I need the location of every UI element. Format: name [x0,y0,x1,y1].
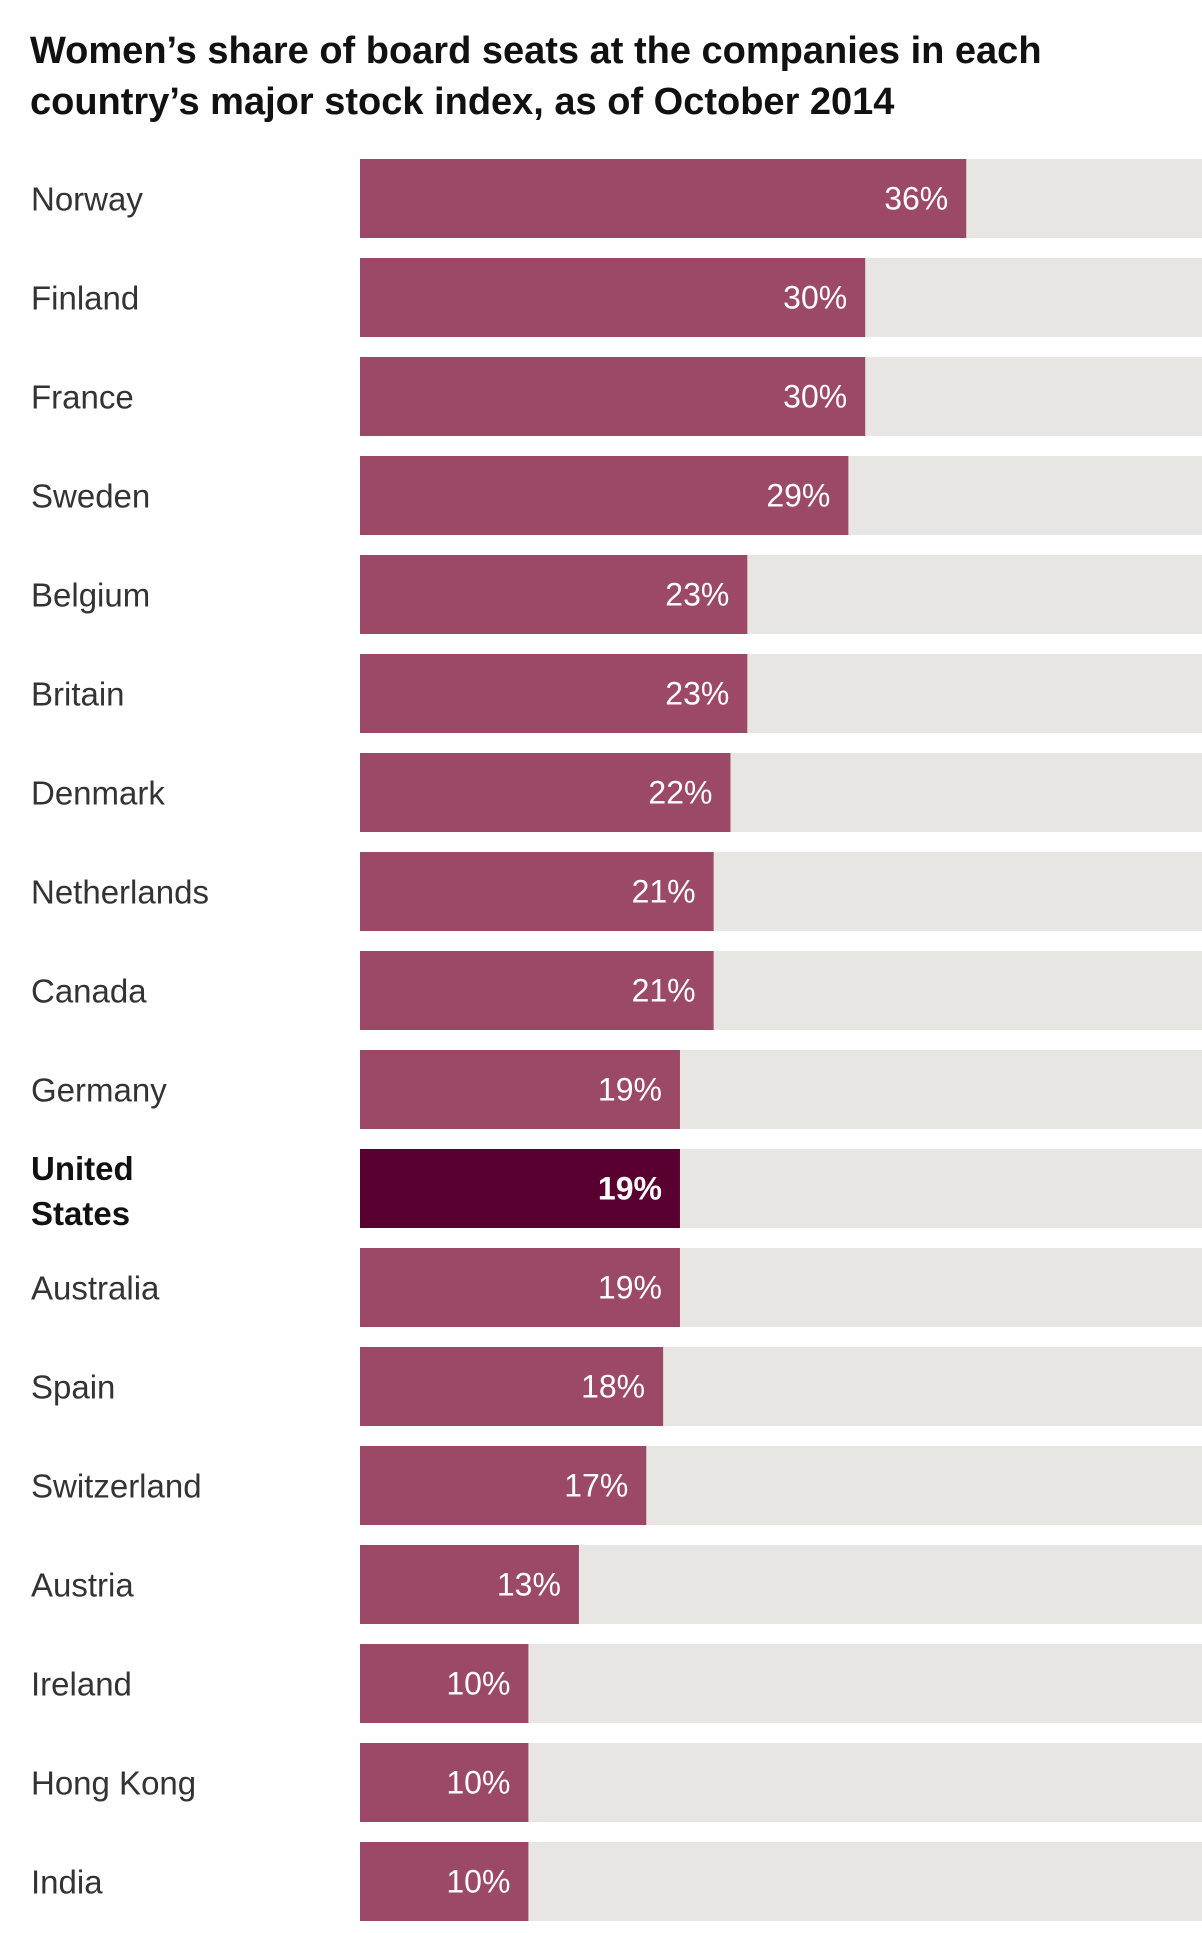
bar [360,951,714,1030]
category-label: Norway [31,181,143,218]
category-label: Hong Kong [31,1765,196,1802]
category-label: Spain [31,1369,115,1406]
data-label: 13% [497,1567,561,1603]
bar-row: 23% Belgium [31,555,1202,634]
bar [360,357,866,436]
bar-row: 21% Canada [31,951,1202,1030]
bar-row: 19% Australia [31,1248,1202,1327]
chart-title: Women’s share of board seats at the comp… [30,30,1042,123]
bar-row: 30% Finland [31,258,1202,337]
bar [360,1149,680,1228]
category-label: France [31,379,134,416]
category-label: Ireland [31,1666,132,1703]
bar-row: 29% Sweden [31,456,1202,535]
category-label: United States [31,1150,134,1232]
category-label: Netherlands [31,874,209,911]
bar [360,1446,647,1525]
bar-row: 13% Austria [31,1545,1202,1624]
bar [360,1743,529,1822]
data-label: 19% [598,1270,662,1306]
data-label: 29% [766,478,830,514]
data-label: 36% [884,181,948,217]
bar-row: 30% France [31,357,1202,436]
bar-row: 10% India [31,1842,1202,1921]
bar [360,1347,664,1426]
category-label: Germany [31,1072,167,1109]
data-label: 23% [665,676,729,712]
bar-row: 10% Ireland [31,1644,1202,1723]
bar-row: 19% United States [31,1149,1202,1232]
data-label: 10% [446,1864,510,1900]
data-label: 18% [581,1369,645,1405]
category-label: Austria [31,1567,134,1604]
bar [360,456,849,535]
bar [360,852,714,931]
data-label: 30% [783,379,847,415]
bar [360,1050,680,1129]
bar [360,1644,529,1723]
bar [360,1842,529,1921]
bar [360,555,748,634]
data-label: 10% [446,1666,510,1702]
bar [360,258,866,337]
bar [360,1248,680,1327]
bar-row: 23% Britain [31,654,1202,733]
category-label: India [31,1864,103,1901]
data-label: 21% [632,874,696,910]
data-label: 19% [598,1072,662,1108]
bar [360,654,748,733]
data-label: 19% [598,1171,662,1207]
bar-row: 10% Hong Kong [31,1743,1202,1822]
category-label: Sweden [31,478,150,515]
bar [360,159,967,238]
data-label: 10% [446,1765,510,1801]
data-label: 23% [665,577,729,613]
bar-row: 17% Switzerland [31,1446,1202,1525]
category-label: Finland [31,280,139,317]
bar [360,1545,579,1624]
data-label: 17% [564,1468,628,1504]
data-label: 22% [648,775,712,811]
category-label: Australia [31,1270,160,1307]
data-label: 21% [632,973,696,1009]
bar-row: 36% Norway [31,159,1202,238]
category-label: Belgium [31,577,150,614]
bar-row: 19% Germany [31,1050,1202,1129]
category-label: Switzerland [31,1468,202,1505]
category-label: Denmark [31,775,165,812]
category-label: Britain [31,676,125,713]
bar-row: 21% Netherlands [31,852,1202,931]
bar [360,753,731,832]
data-label: 30% [783,280,847,316]
category-label: Canada [31,973,147,1010]
bar-row: 18% Spain [31,1347,1202,1426]
bar-row: 22% Denmark [31,753,1202,832]
